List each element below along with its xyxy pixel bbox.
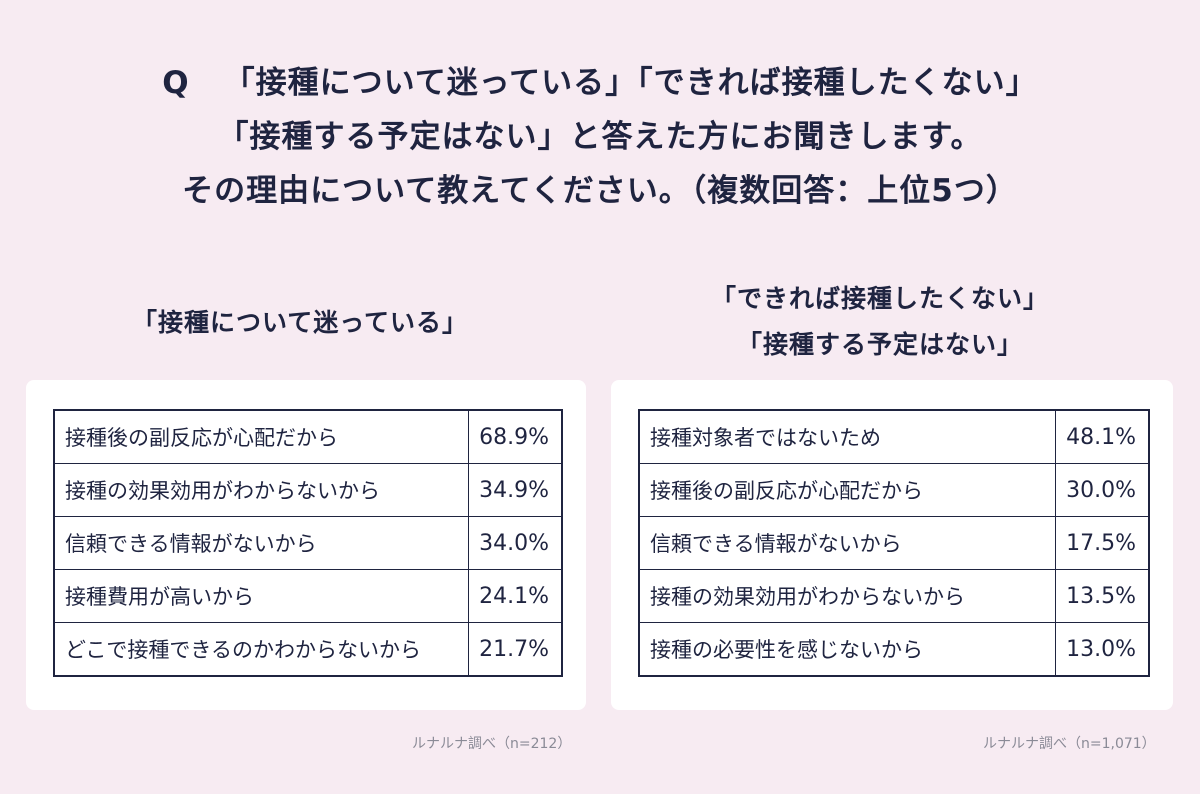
- table-row: 信頼できる情報がないから 17.5%: [638, 516, 1150, 570]
- table-row: 接種の効果効用がわからないから 13.5%: [638, 569, 1150, 623]
- row-label: どこで接種できるのかわからないから: [53, 622, 469, 677]
- row-label: 接種後の副反応が心配だから: [53, 409, 469, 464]
- table-row: 接種の効果効用がわからないから 34.9%: [53, 463, 563, 517]
- question-line-2: 「接種する予定はない」と答えた方にお聞きします。: [217, 119, 983, 155]
- row-label: 接種費用が高いから: [53, 569, 469, 623]
- left-heading-line-1: 「接種について迷っている」: [131, 308, 468, 337]
- table-row: 信頼できる情報がないから 34.0%: [53, 516, 563, 570]
- right-results-table: 接種対象者ではないため 48.1% 接種後の副反応が心配だから 30.0% 信頼…: [638, 409, 1150, 677]
- question-text-1: 「接種について迷っている」「できれば接種したくない」: [223, 65, 1038, 101]
- row-value: 34.9%: [468, 463, 563, 517]
- left-source-note: ルナルナ調べ（n=212）: [412, 736, 572, 752]
- left-panel-heading: 「接種について迷っている」: [0, 300, 600, 346]
- table-row: 接種対象者ではないため 48.1%: [638, 409, 1150, 464]
- right-heading-line-2: 「接種する予定はない」: [736, 330, 1023, 359]
- row-value: 30.0%: [1055, 463, 1150, 517]
- row-label: 接種の必要性を感じないから: [638, 622, 1056, 677]
- row-value: 48.1%: [1055, 409, 1150, 464]
- row-label: 接種の効果効用がわからないから: [53, 463, 469, 517]
- table-row: どこで接種できるのかわからないから 21.7%: [53, 622, 563, 677]
- row-label: 接種の効果効用がわからないから: [638, 569, 1056, 623]
- right-heading-line-1: 「できれば接種したくない」: [710, 284, 1049, 313]
- table-row: 接種費用が高いから 24.1%: [53, 569, 563, 623]
- row-value: 68.9%: [468, 409, 563, 464]
- right-panel-heading: 「できれば接種したくない」 「接種する予定はない」: [590, 276, 1170, 368]
- row-label: 接種対象者ではないため: [638, 409, 1056, 464]
- right-source-note: ルナルナ調べ（n=1,071）: [983, 736, 1156, 752]
- question-line-3: その理由について教えてください。（複数回答：上位5つ）: [182, 173, 1018, 209]
- left-card: 接種後の副反応が心配だから 68.9% 接種の効果効用がわからないから 34.9…: [26, 380, 586, 710]
- row-value: 13.5%: [1055, 569, 1150, 623]
- question-line-1: Q 「接種について迷っている」「できれば接種したくない」: [0, 56, 1200, 110]
- row-label: 信頼できる情報がないから: [638, 516, 1056, 570]
- row-label: 信頼できる情報がないから: [53, 516, 469, 570]
- question-block: Q 「接種について迷っている」「できれば接種したくない」 「接種する予定はない」と…: [0, 56, 1200, 218]
- question-mark: Q: [162, 65, 190, 101]
- table-row: 接種後の副反応が心配だから 30.0%: [638, 463, 1150, 517]
- row-value: 13.0%: [1055, 622, 1150, 677]
- table-row: 接種の必要性を感じないから 13.0%: [638, 622, 1150, 677]
- row-label: 接種後の副反応が心配だから: [638, 463, 1056, 517]
- row-value: 17.5%: [1055, 516, 1150, 570]
- row-value: 34.0%: [468, 516, 563, 570]
- table-row: 接種後の副反応が心配だから 68.9%: [53, 409, 563, 464]
- row-value: 24.1%: [468, 569, 563, 623]
- left-results-table: 接種後の副反応が心配だから 68.9% 接種の効果効用がわからないから 34.9…: [53, 409, 563, 677]
- row-value: 21.7%: [468, 622, 563, 677]
- right-card: 接種対象者ではないため 48.1% 接種後の副反応が心配だから 30.0% 信頼…: [611, 380, 1173, 710]
